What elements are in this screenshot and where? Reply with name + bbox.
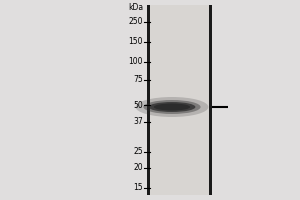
Text: 50: 50 [133, 100, 143, 110]
Text: 75: 75 [133, 75, 143, 84]
Text: 150: 150 [128, 38, 143, 46]
Bar [148, 5, 210, 195]
Text: 15: 15 [134, 184, 143, 192]
Ellipse shape [143, 100, 201, 114]
Text: kDa: kDa [128, 3, 143, 12]
Text: 20: 20 [134, 164, 143, 172]
Ellipse shape [148, 102, 195, 112]
Text: 250: 250 [128, 18, 143, 26]
Bar [146, 5, 149, 195]
Text: 25: 25 [134, 148, 143, 156]
Ellipse shape [154, 104, 190, 110]
Text: 37: 37 [133, 117, 143, 127]
Bar [208, 5, 211, 195]
Text: 100: 100 [128, 58, 143, 66]
Ellipse shape [136, 97, 208, 117]
